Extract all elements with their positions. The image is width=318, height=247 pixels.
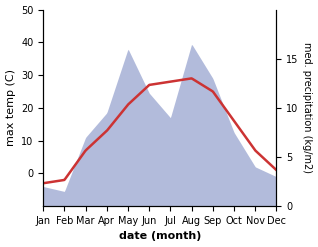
X-axis label: date (month): date (month) bbox=[119, 231, 201, 242]
Y-axis label: max temp (C): max temp (C) bbox=[5, 69, 16, 146]
Y-axis label: med. precipitation (kg/m2): med. precipitation (kg/m2) bbox=[302, 42, 313, 173]
